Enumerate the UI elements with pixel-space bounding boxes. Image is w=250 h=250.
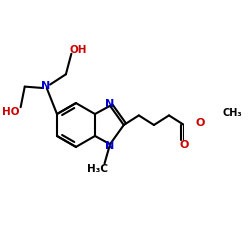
Text: O: O	[180, 140, 189, 150]
Text: N: N	[105, 140, 114, 150]
Text: H₃C: H₃C	[87, 164, 108, 174]
Text: HO: HO	[2, 107, 20, 117]
Text: O: O	[196, 118, 205, 128]
Text: OH: OH	[70, 44, 87, 54]
Text: N: N	[105, 100, 114, 110]
Text: CH₃: CH₃	[222, 108, 242, 118]
Text: N: N	[41, 81, 50, 91]
